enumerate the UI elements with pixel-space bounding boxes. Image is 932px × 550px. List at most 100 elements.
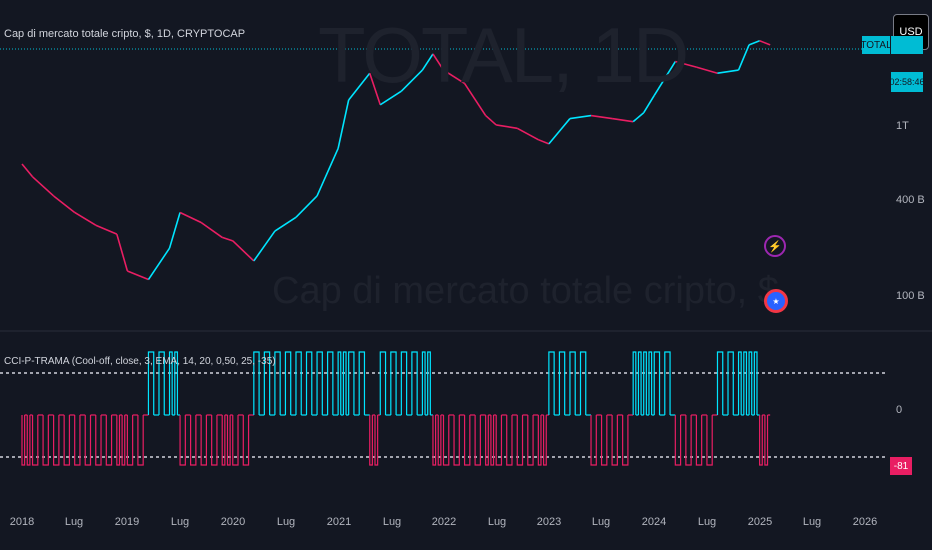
x-axis-label: 2022 [431,516,457,528]
us-flag-icon[interactable]: ★ [764,289,788,313]
x-axis-label: 2018 [9,516,35,528]
price-segment [590,114,613,120]
price-segment [368,72,382,106]
oscillator-step [737,351,742,415]
oscillator-step [637,351,642,415]
oscillator-step [379,351,387,415]
oscillator-step [200,415,208,466]
price-segment [295,195,318,218]
price-segment [400,69,423,92]
oscillator-step [643,351,647,415]
oscillator-step [63,415,71,466]
oscillator-step [137,415,144,466]
y-axis-label: 100 B [896,290,925,302]
price-segment [253,230,276,262]
oscillator-step [121,415,126,466]
oscillator-step [242,415,250,466]
oscillator-step [537,415,542,466]
oscillator-series [21,351,771,466]
price-segment [21,163,34,178]
oscillator-step [753,351,758,415]
price-segment [643,95,655,114]
x-axis-label: 2025 [747,516,773,528]
oscillator-zero-label: 0 [896,404,903,416]
oscillator-step [432,415,437,466]
x-axis-label: Lug [697,516,717,528]
x-axis-label: 2019 [114,516,140,528]
price-segment [31,176,55,197]
price-segment [147,247,171,280]
countdown-tag: 02:58:46 [889,72,925,92]
oscillator-step [495,415,503,466]
oscillator-step [743,351,748,415]
price-segment [379,90,402,106]
oscillator-step [31,415,39,466]
price-series-line [21,40,771,281]
price-segment [168,212,181,249]
price-segment [485,114,497,126]
symbol-watermark: TOTAL, 1D [318,11,689,99]
price-segment [653,61,677,96]
oscillator-step [21,415,26,466]
oscillator-step [695,415,703,466]
oscillator-step [221,415,226,466]
price-segment [538,138,550,145]
oscillator-step [337,351,342,415]
x-axis-label: Lug [276,516,296,528]
price-segment [696,66,718,74]
price-segment [463,83,487,117]
oscillator-step [116,415,121,466]
oscillator-step [506,415,513,466]
price-segment [569,114,592,120]
oscillator-step [342,351,347,415]
oscillator-step [147,351,155,415]
price-segment [748,40,760,46]
x-axis-label: 2021 [326,516,352,528]
symbol-title[interactable]: Cap di mercato totale cripto, $, 1D, CRY… [4,28,246,40]
oscillator-step [26,415,31,466]
oscillator-step [190,415,197,466]
price-tag [891,36,923,54]
oscillator-step [53,415,60,466]
oscillator-step [179,415,186,466]
oscillator-step [421,351,426,415]
oscillator-step [622,415,629,466]
oscillator-step [674,415,682,466]
oscillator-step [126,415,134,466]
oscillator-step [174,351,179,415]
price-segment [74,211,97,226]
symbol-tag: TOTAL [860,36,892,54]
price-segment [737,44,750,71]
x-axis-label: Lug [170,516,190,528]
oscillator-step [632,351,637,415]
x-axis-label: 2023 [536,516,562,528]
oscillator-step [548,351,555,415]
price-segment [116,233,129,272]
oscillator-step [305,351,313,415]
oscillator-step [611,415,618,466]
oscillator-step [95,415,102,466]
oscillator-step [316,351,323,415]
x-axis-label: 2020 [220,516,246,528]
price-segment [675,60,697,68]
oscillator-step [527,415,534,466]
oscillator-step [516,415,524,466]
lightning-icon[interactable]: ⚡ [764,235,786,257]
oscillator-step [74,415,81,466]
price-segment [717,69,739,74]
y-axis-label: 400 B [896,194,925,206]
oscillator-step [727,351,734,415]
oscillator-step [748,351,753,415]
oscillator-step [411,351,418,415]
oscillator-step [348,351,355,415]
oscillator-step [490,415,495,466]
price-segment [548,118,571,145]
price-segment [421,53,434,71]
oscillator-value-tag: -81 [890,457,912,475]
oscillator-step [685,415,692,466]
x-axis-label: Lug [487,516,507,528]
price-segment [316,148,339,197]
oscillator-step [706,415,713,466]
indicator-legend[interactable]: CCI-P-TRAMA (Cool-off, close, 3, EMA, 14… [4,356,276,367]
